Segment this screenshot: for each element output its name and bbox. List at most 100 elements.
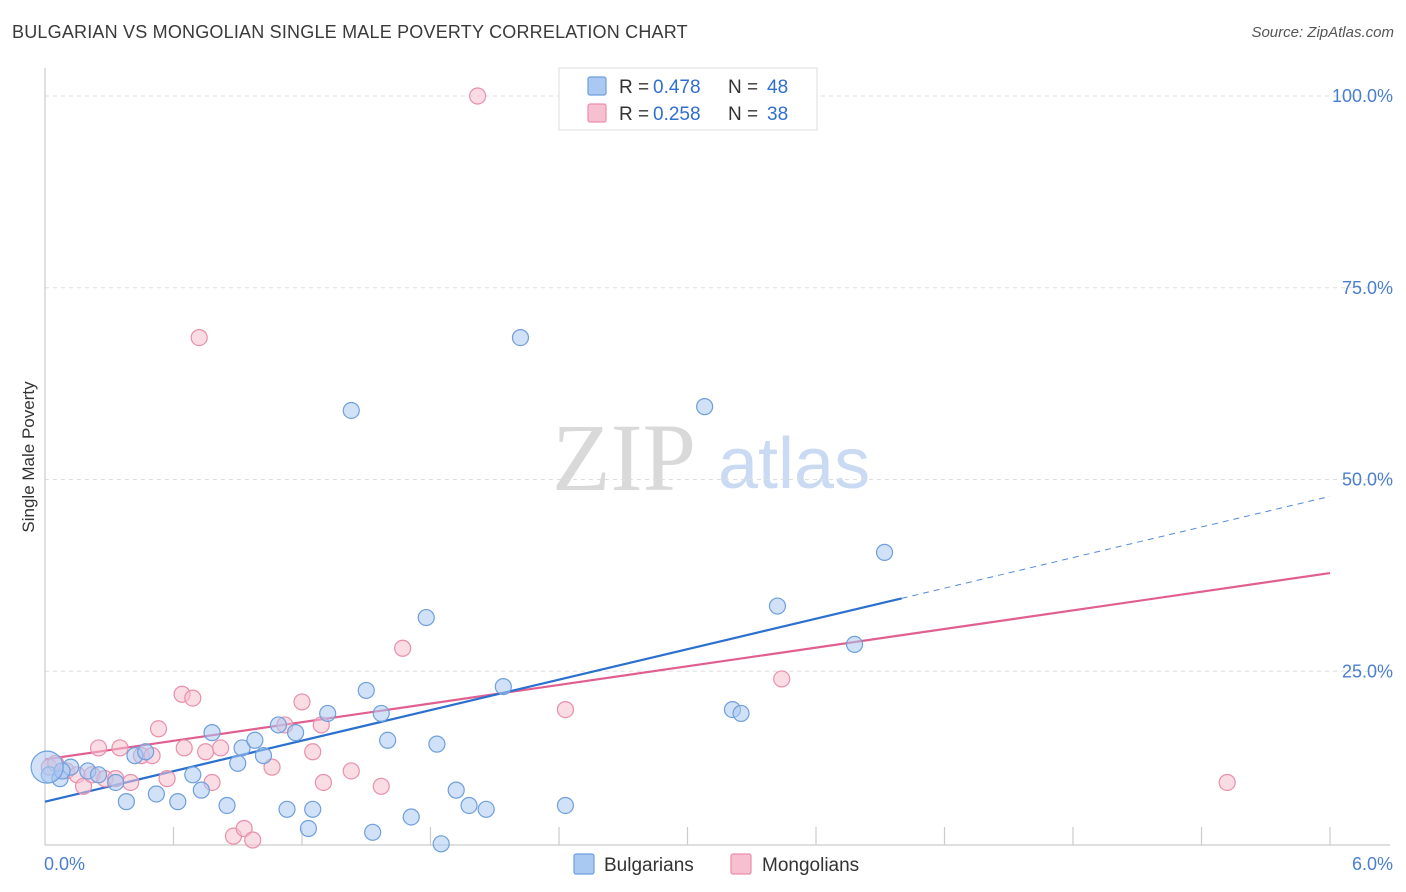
point-bulgarians: [278, 800, 296, 818]
point-mongolians: [304, 743, 322, 761]
trend-line-bulgarians: [44, 597, 902, 803]
point-bulgarians: [229, 754, 247, 772]
point-bulgarians: [379, 731, 397, 749]
chart-title: BULGARIAN VS MONGOLIAN SINGLE MALE POVER…: [12, 22, 688, 42]
y-tick-labels: 25.0% 50.0% 75.0% 100.0%: [1332, 86, 1393, 681]
point-bulgarians: [254, 747, 273, 765]
bottom-legend-swatch-mongolians: [730, 853, 752, 875]
point-bulgarians: [477, 800, 495, 818]
point-bulgarians: [511, 329, 530, 347]
point-mongolians: [314, 773, 333, 792]
trend-lines: [44, 495, 1331, 803]
point-mongolians: [175, 739, 193, 757]
point-bulgarians: [364, 823, 382, 841]
gridlines: [45, 95, 1380, 672]
point-mongolians: [1218, 773, 1236, 792]
point-bulgarians: [246, 731, 264, 749]
point-mongolians: [342, 762, 360, 780]
point-bulgarians: [269, 716, 288, 734]
bottom-legend-label-bulgarians: Bulgarians: [604, 855, 694, 876]
point-bulgarians: [845, 635, 864, 654]
trend-line-bulgarians-extension: [901, 495, 1331, 599]
point-mongolians: [235, 819, 253, 838]
point-bulgarians: [218, 796, 236, 815]
axes: [44, 68, 1390, 846]
point-bulgarians: [372, 704, 390, 723]
legend-n-label-mongolians: N =: [728, 104, 758, 125]
y-tick-label: 25.0%: [1342, 661, 1393, 681]
point-mongolians: [293, 693, 311, 711]
point-bulgarians: [192, 781, 210, 799]
point-mongolians: [556, 700, 575, 719]
y-tick-label: 50.0%: [1342, 470, 1393, 490]
point-mongolians: [469, 87, 487, 105]
point-bulgarians: [89, 766, 108, 784]
legend-r-label-mongolians: R =: [619, 104, 649, 125]
bottom-legend-label-mongolians: Mongolians: [762, 855, 859, 876]
point-bulgarians: [169, 793, 187, 811]
point-mongolians: [122, 773, 140, 792]
x-tick-labels: 0.0% 6.0%: [44, 854, 1393, 874]
y-tick-label: 100.0%: [1332, 86, 1393, 106]
point-bulgarians: [402, 808, 420, 826]
legend-n-value-bulgarians: 48: [767, 77, 788, 98]
point-bulgarians: [732, 704, 750, 723]
point-bulgarians: [304, 800, 322, 818]
point-bulgarians: [447, 781, 465, 799]
point-bulgarians: [494, 677, 512, 696]
point-mongolians: [244, 831, 262, 849]
point-mongolians: [111, 739, 129, 757]
point-mongolians: [184, 689, 202, 707]
point-bulgarians: [137, 743, 155, 761]
series-bulgarians: [30, 329, 894, 853]
point-bulgarians: [107, 773, 125, 792]
legend-swatch-bulgarians: [587, 76, 607, 96]
legend-n-label-bulgarians: N =: [728, 77, 758, 98]
point-bulgarians: [184, 766, 202, 784]
point-mongolians: [197, 743, 215, 761]
point-bulgarians: [203, 724, 221, 742]
point-mongolians: [773, 670, 791, 688]
point-bulgarians: [460, 796, 478, 815]
point-mongolians: [149, 720, 168, 738]
x-tick-label: 6.0%: [1352, 854, 1393, 874]
point-bulgarians: [768, 597, 787, 615]
point-mongolians: [372, 777, 390, 795]
y-axis-label: Single Male Poverty: [19, 381, 38, 533]
legend-swatch-mongolians: [587, 103, 607, 123]
series-legend: Bulgarians Mongolians: [573, 853, 859, 876]
y-tick-label: 75.0%: [1342, 278, 1393, 298]
point-mongolians: [190, 329, 208, 347]
point-bulgarians: [342, 401, 360, 420]
legend-n-value-mongolians: 38: [767, 104, 788, 125]
point-bulgarians: [30, 750, 64, 784]
point-mongolians: [394, 639, 412, 657]
point-bulgarians: [417, 608, 435, 627]
point-bulgarians: [357, 681, 375, 700]
point-bulgarians: [432, 835, 450, 853]
point-bulgarians: [556, 796, 575, 815]
point-bulgarians: [319, 704, 337, 723]
point-mongolians: [89, 739, 108, 757]
point-bulgarians: [299, 819, 318, 838]
bottom-legend-swatch-bulgarians: [573, 853, 595, 875]
watermark-zip: ZIP: [552, 404, 696, 511]
stats-legend: R = 0.478 N = 48 R = 0.258 N = 38: [558, 67, 818, 131]
point-bulgarians: [117, 793, 135, 811]
legend-r-value-mongolians: 0.258: [653, 104, 701, 125]
legend-r-value-bulgarians: 0.478: [653, 77, 701, 98]
point-mongolians: [158, 770, 176, 788]
source-label: Source: ZipAtlas.com: [1251, 24, 1394, 41]
watermark-atlas: atlas: [718, 424, 870, 504]
point-bulgarians: [147, 785, 165, 803]
legend-r-label-bulgarians: R =: [619, 77, 649, 98]
point-bulgarians: [233, 739, 251, 757]
point-mongolians: [263, 758, 281, 776]
point-bulgarians: [875, 543, 894, 561]
point-bulgarians: [286, 724, 305, 742]
point-bulgarians: [696, 398, 714, 416]
point-bulgarians: [428, 735, 446, 753]
trend-line-mongolians: [44, 571, 1331, 761]
point-mongolians: [212, 739, 230, 757]
